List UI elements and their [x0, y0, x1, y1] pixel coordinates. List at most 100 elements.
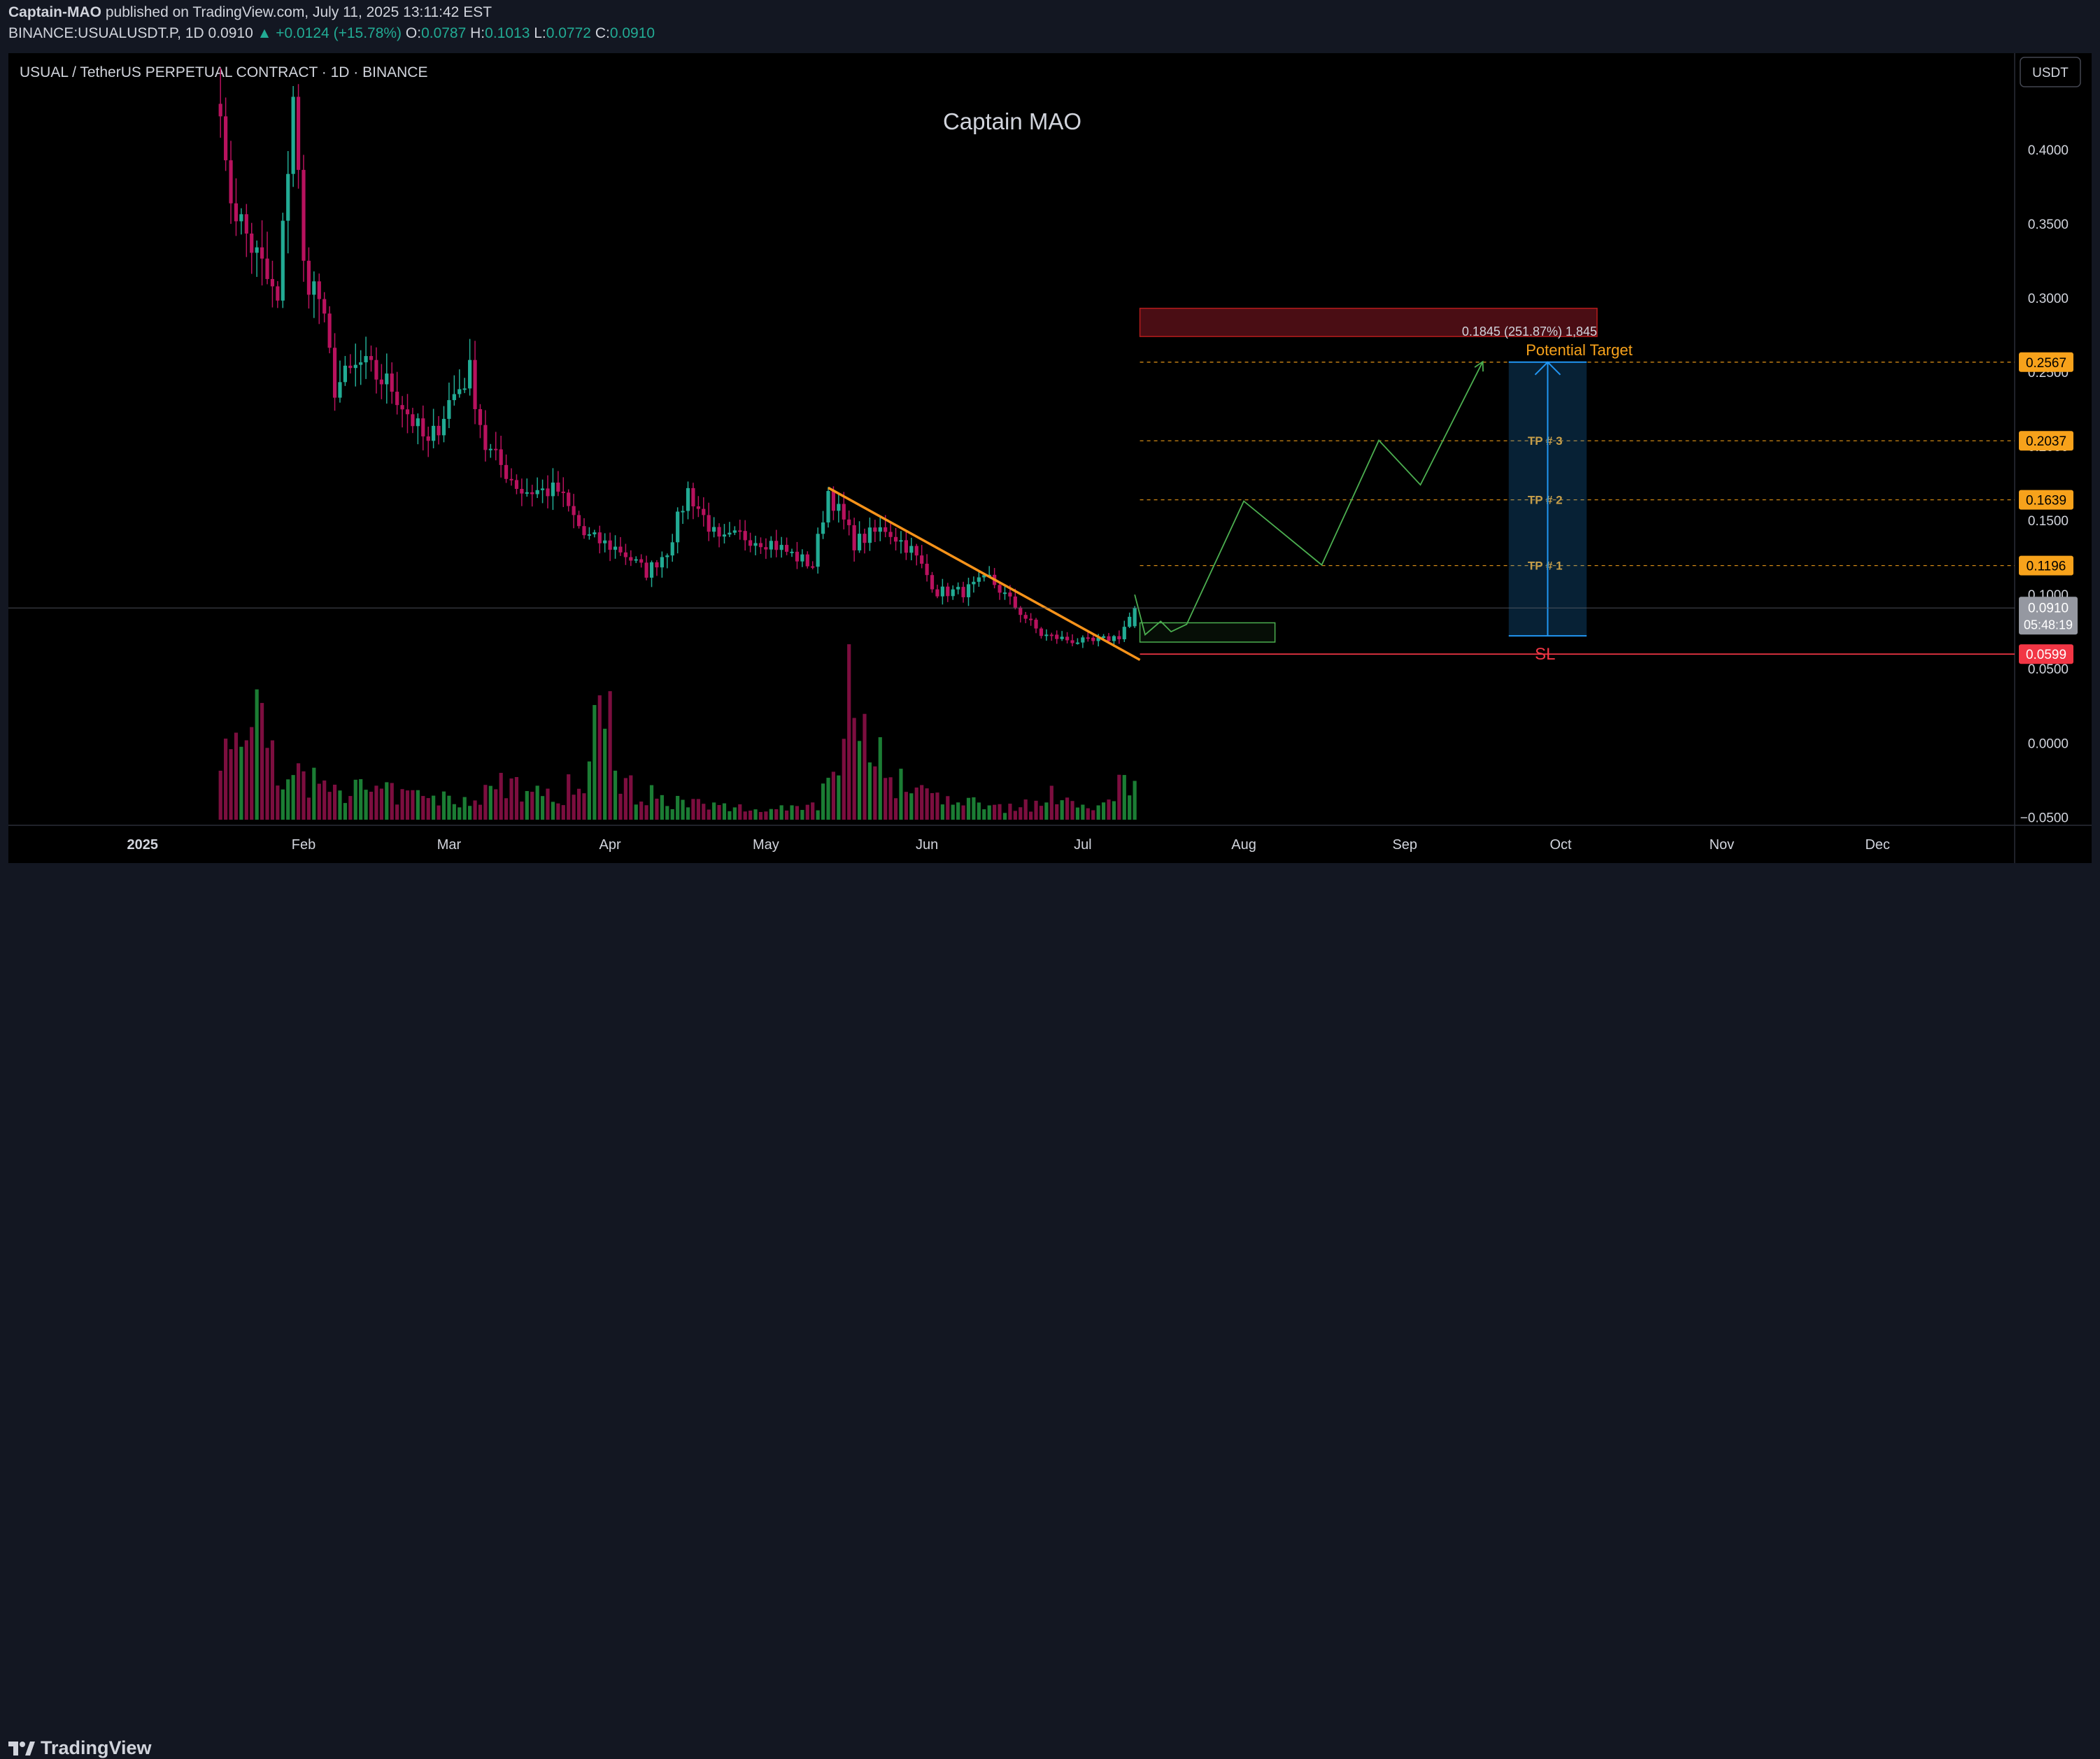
volume-bar [535, 785, 539, 820]
candle-body [914, 546, 918, 556]
publisher-name[interactable]: Captain-MAO [8, 4, 101, 20]
volume-bar [732, 807, 737, 820]
candle [499, 436, 503, 478]
volume-bar [784, 810, 789, 820]
candle [452, 375, 456, 406]
candle [676, 507, 680, 554]
candle-body [520, 489, 524, 494]
volume-bar [379, 788, 383, 820]
volume-bar [546, 788, 550, 820]
volume-bar [831, 771, 836, 820]
x-axis-tick: Feb [292, 837, 315, 853]
x-axis-tick: Oct [1549, 837, 1572, 853]
candle [473, 341, 477, 425]
candle-body [1055, 634, 1059, 639]
volume-bar [665, 806, 669, 820]
candle-body [281, 220, 285, 301]
volume-bar [857, 741, 862, 820]
close-value: 0.0910 [609, 25, 655, 41]
currency-button[interactable]: USDT [2020, 57, 2081, 87]
candle-body [483, 425, 488, 450]
volume-bar [473, 800, 477, 820]
volume-bar [483, 785, 488, 820]
candle-body [473, 359, 477, 409]
volume-bar [707, 809, 711, 820]
candle [888, 522, 893, 545]
volume-bar [800, 810, 804, 820]
volume-bar [597, 695, 602, 820]
volume-bar [821, 783, 825, 820]
candle-body [576, 515, 581, 527]
candle-body [847, 519, 851, 525]
candle-body [332, 348, 337, 398]
candle-body [478, 408, 483, 425]
candle-body [956, 587, 960, 590]
candle-body [509, 478, 513, 480]
candle-body [488, 448, 492, 450]
candle [909, 537, 914, 561]
volume-bar [1049, 785, 1053, 820]
chart-pane[interactable]: USUAL / TetherUS PERPETUAL CONTRACT · 1D… [8, 53, 2092, 863]
candle [826, 487, 830, 528]
chart-canvas[interactable]: USUAL / TetherUS PERPETUAL CONTRACT · 1D… [8, 53, 2092, 863]
candle-body [499, 449, 503, 465]
candle [468, 339, 472, 396]
candle [509, 468, 513, 486]
y-axis-tick: 0.3500 [2028, 218, 2069, 232]
candle [379, 364, 383, 399]
candle [956, 582, 960, 594]
candle-body [837, 504, 841, 511]
candle-body [686, 487, 690, 511]
candle-body [940, 586, 944, 597]
price-axis-label: 0.1196 [2019, 555, 2073, 576]
candle [837, 492, 841, 523]
volume-bar [816, 810, 820, 820]
candle-body [260, 247, 264, 259]
volume-bar [587, 761, 592, 820]
candle-body [670, 542, 674, 556]
candle-body [239, 214, 243, 222]
candle [857, 521, 862, 553]
candle-body [805, 554, 809, 567]
volume-bar [301, 771, 306, 820]
candle [743, 520, 747, 551]
volume-bar [790, 805, 794, 820]
volume-bar [649, 785, 654, 820]
volume-bar [888, 777, 893, 820]
candle-body [707, 515, 711, 532]
volume-bar [1039, 806, 1044, 820]
candle [270, 260, 275, 308]
tradingview-logo[interactable]: TradingView [8, 1737, 152, 1759]
candle-body [665, 555, 669, 557]
volume-bar [774, 809, 779, 820]
measure-text: 0.1845 (251.87%) 1,845 [1462, 325, 1597, 339]
volume-bar [572, 795, 576, 820]
price-axis-label: 0.2037 [2019, 431, 2073, 451]
candle [395, 371, 399, 415]
publish-info: Captain-MAO published on TradingView.com… [8, 4, 492, 21]
volume-bar [582, 793, 586, 820]
candle-body [405, 409, 410, 415]
candle [784, 537, 789, 555]
candle [899, 531, 903, 554]
volume-bar [1060, 800, 1064, 820]
projection-arrow-head [1474, 360, 1484, 372]
volume-bar [966, 797, 971, 820]
candle-body [457, 389, 462, 394]
candle [343, 355, 348, 386]
candle [535, 477, 539, 499]
candle-body [587, 534, 592, 536]
volume-bar [852, 718, 856, 820]
x-axis-tick: Apr [600, 837, 621, 853]
last-price: 0.0910 [208, 25, 253, 41]
candle-body [712, 527, 716, 532]
volume-bar [390, 783, 394, 820]
volume-bar [224, 739, 228, 820]
symbol-label[interactable]: BINANCE:USUALUSDT.P, 1D [8, 25, 204, 41]
candle [1091, 634, 1095, 645]
volume-bar [618, 793, 623, 820]
candle [670, 534, 674, 562]
candle [1075, 638, 1080, 645]
volume-bar [805, 804, 809, 820]
candle [951, 585, 955, 600]
